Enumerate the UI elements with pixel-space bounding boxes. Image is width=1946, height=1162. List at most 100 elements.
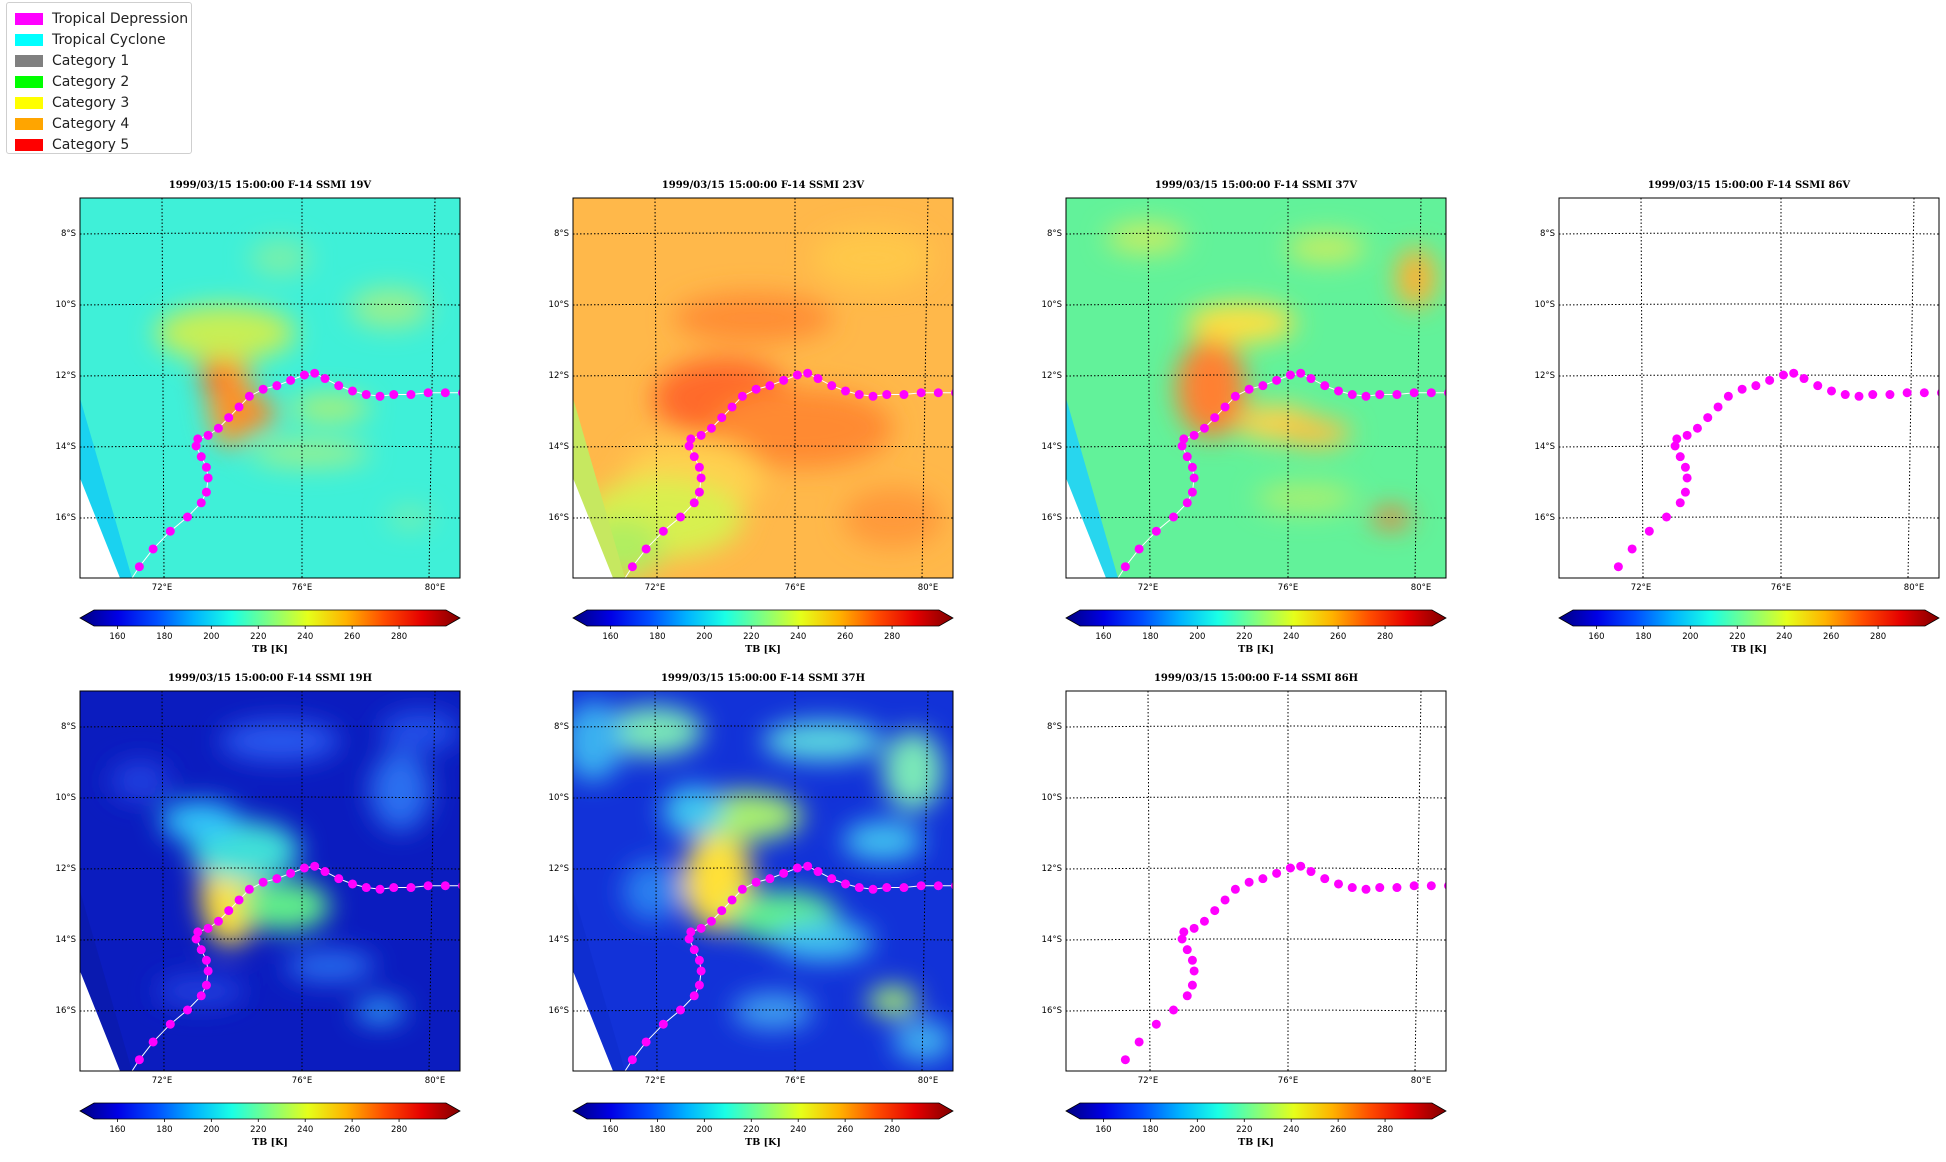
- track-point: [604, 594, 613, 603]
- colorbar-tick-label: 260: [837, 632, 853, 642]
- colorbar-bar: [1558, 609, 1940, 627]
- colorbar-bar: [79, 609, 461, 627]
- colorbar: 160 180 200 220 240 260 280 TB [K]: [1065, 609, 1447, 655]
- panel-title: 1999/03/15 15:00:00 F-14 SSMI 23V: [662, 180, 865, 191]
- field-blob: [1186, 303, 1296, 343]
- panel-frame: [572, 197, 954, 579]
- panel-title: 1999/03/15 15:00:00 F-14 SSMI 86V: [1648, 180, 1851, 191]
- track-point: [406, 883, 416, 893]
- colorbar-tick-label: 180: [1142, 1125, 1158, 1135]
- legend-item-category-4: Category 4: [15, 113, 191, 134]
- colorbar-tick-label: 200: [696, 632, 712, 642]
- heatmap-field: [573, 691, 953, 1071]
- track-point: [803, 368, 813, 378]
- lat-gridline: [573, 725, 953, 728]
- track-point: [694, 462, 704, 472]
- track-point: [1672, 434, 1682, 444]
- track-point: [686, 927, 696, 937]
- panel-frame: [79, 197, 461, 579]
- track-point: [1220, 402, 1230, 412]
- track-point: [440, 881, 450, 891]
- field-blob: [355, 999, 405, 1023]
- colorbar-tick-label: 280: [391, 1125, 407, 1135]
- storm-track: [1097, 368, 1446, 603]
- track-point: [1272, 868, 1282, 878]
- track-point: [696, 966, 706, 976]
- field-blob: [1286, 233, 1366, 263]
- lat-gridline: [1559, 516, 1939, 519]
- x-tick-label: 72°E: [1138, 583, 1158, 593]
- chart-panel-none: 1999/03/15 15:00:00 F-14 SSMI 86H 8°S 10°S…: [1042, 673, 1447, 1148]
- field-blobs: [573, 701, 953, 1061]
- colorbar-tick-label: 220: [743, 1125, 759, 1135]
- storm-track: [111, 368, 460, 603]
- track-point: [1703, 413, 1713, 423]
- x-tick-label: 80°E: [425, 1076, 445, 1086]
- lat-gridline: [80, 725, 460, 728]
- lon-gridline: [1147, 691, 1151, 1071]
- track-point: [658, 1019, 668, 1029]
- lat-gridline: [573, 374, 953, 377]
- colorbar-bar: [79, 1102, 461, 1120]
- y-tick-label: 8°S: [61, 229, 76, 239]
- graticule: [1559, 198, 1939, 578]
- track-point: [916, 881, 926, 891]
- y-tick-label: 16°S: [549, 1006, 569, 1016]
- track-point: [1409, 388, 1419, 398]
- graticule: [80, 198, 460, 578]
- lat-gridline: [573, 867, 953, 870]
- colorbar-tick-label: 180: [156, 1125, 172, 1135]
- track-point: [813, 374, 823, 384]
- field-blob: [603, 706, 703, 756]
- legend-item-category-1: Category 1: [15, 50, 191, 71]
- legend-item-category-3: Category 3: [15, 92, 191, 113]
- track-point: [694, 487, 704, 497]
- track-point: [258, 877, 268, 887]
- track-point: [361, 883, 371, 893]
- panel-title: 1999/03/15 15:00:00 F-14 SSMI 86H: [1154, 673, 1358, 684]
- track-point: [854, 883, 864, 893]
- lon-gridline: [161, 198, 165, 578]
- track-point: [641, 1037, 651, 1047]
- colorbar-tick-label: 160: [1588, 632, 1604, 642]
- colorbar: 160 180 200 220 240 260 280 TB [K]: [1558, 609, 1940, 655]
- track-point: [1210, 413, 1220, 423]
- colorbar-tick-label: 240: [297, 632, 313, 642]
- colorbar: 160 180 200 220 240 260 280 TB [K]: [79, 1102, 461, 1148]
- lat-gridline: [1066, 232, 1446, 235]
- y-tick-label: 14°S: [549, 442, 569, 452]
- no-data-area: [573, 971, 613, 1071]
- field-blob: [250, 240, 310, 276]
- y-tick-label: 10°S: [1042, 793, 1062, 803]
- x-tick-label: 72°E: [1631, 583, 1651, 593]
- track-point: [1444, 389, 1446, 397]
- track-point: [604, 1087, 613, 1096]
- y-tick-label: 16°S: [56, 1006, 76, 1016]
- track-point: [148, 1037, 158, 1047]
- track-point: [1182, 498, 1192, 508]
- track-point: [1306, 867, 1316, 877]
- colorbar-tick-label: 160: [1095, 1125, 1111, 1135]
- colorbar-tick-label: 160: [1095, 632, 1111, 642]
- colorbar-tick-label: 280: [1870, 632, 1886, 642]
- track-point: [1320, 381, 1330, 391]
- field-blob: [290, 396, 370, 420]
- track-point: [841, 386, 850, 396]
- lat-gridline: [80, 796, 460, 799]
- track-point: [299, 370, 309, 380]
- track-point: [1296, 861, 1306, 871]
- track-point: [717, 413, 727, 423]
- track-point: [1799, 374, 1809, 384]
- lon-gridline: [921, 198, 929, 578]
- track-point: [779, 868, 789, 878]
- track-point: [1296, 368, 1306, 378]
- lat-gridline: [573, 796, 953, 799]
- track-point: [1097, 594, 1106, 603]
- track-point: [1813, 381, 1823, 391]
- track-point: [1169, 512, 1178, 522]
- track-point: [1120, 1055, 1130, 1065]
- track-point: [684, 441, 694, 451]
- track-point: [258, 384, 268, 394]
- track-point: [111, 594, 120, 603]
- field-blob: [155, 305, 295, 361]
